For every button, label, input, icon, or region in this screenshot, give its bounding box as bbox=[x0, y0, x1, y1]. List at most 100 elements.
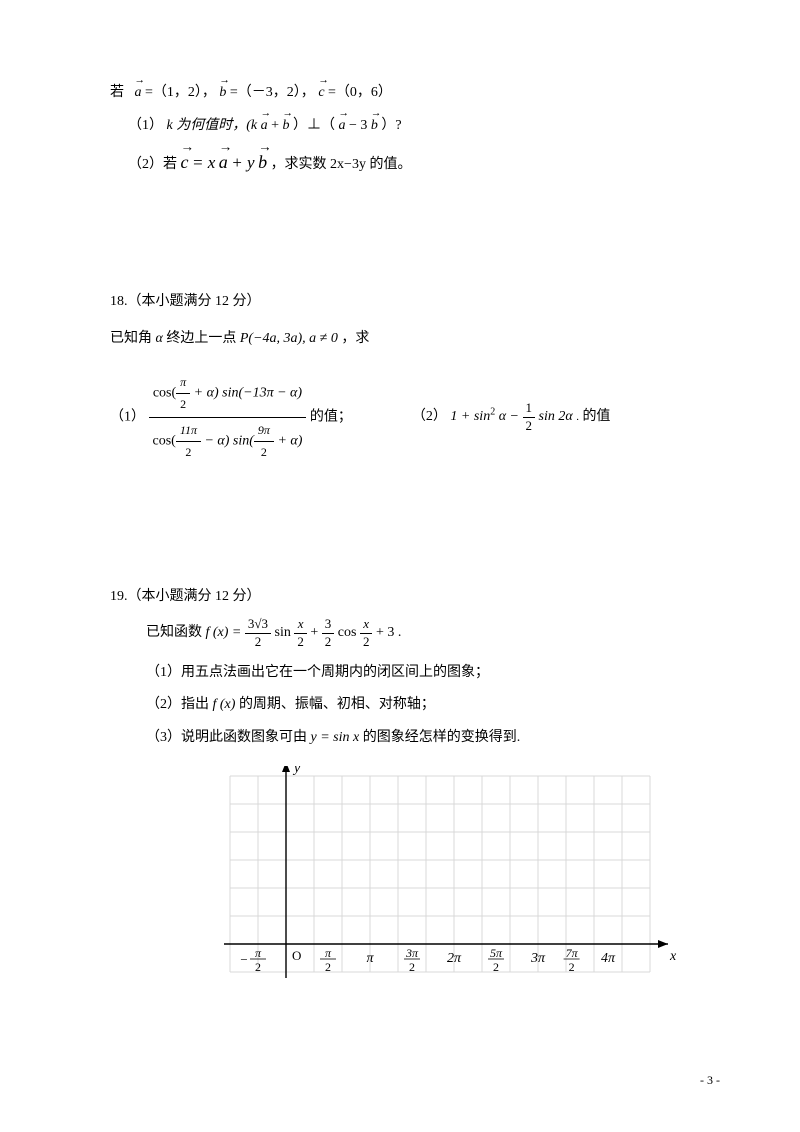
alpha: α bbox=[156, 331, 163, 346]
text: 若 bbox=[110, 85, 131, 100]
q19-p1: （1）用五点法画出它在一个周期内的闭区间上的图象； bbox=[146, 660, 720, 687]
n: 1 bbox=[523, 400, 536, 417]
d: 2 bbox=[322, 634, 335, 650]
d: 2 bbox=[245, 634, 271, 650]
svg-text:y: y bbox=[292, 766, 301, 776]
big-fraction: cos(π2 + α) sin(−13π − α) cos(11π2 − α) … bbox=[149, 371, 307, 464]
y: y = sin x bbox=[311, 730, 360, 745]
svg-text:3π: 3π bbox=[530, 951, 546, 966]
tail: + 3 . bbox=[376, 625, 401, 640]
text: k 为何值时，(k bbox=[167, 118, 258, 133]
q19-p3: （3）说明此函数图象可由 y = sin x 的图象经怎样的变换得到. bbox=[146, 725, 720, 752]
svg-text:3π: 3π bbox=[405, 946, 419, 960]
label: （2） bbox=[412, 409, 447, 424]
label: （2）若 bbox=[128, 157, 181, 172]
vec-a: a bbox=[135, 80, 142, 107]
grid-svg: yxO−π2π2π3π22π5π23π7π24π bbox=[220, 766, 698, 1030]
coordinate-grid: yxO−π2π2π3π22π5π23π7π24π bbox=[220, 766, 720, 1041]
t: （2）指出 bbox=[146, 697, 213, 712]
vec-c: c bbox=[318, 80, 324, 107]
sq: 2 bbox=[490, 407, 495, 418]
text: = x bbox=[192, 153, 215, 172]
svg-text:π: π bbox=[325, 946, 332, 960]
tail: 的值； bbox=[310, 409, 352, 424]
fx: f (x) = bbox=[206, 625, 245, 640]
pi: π bbox=[176, 373, 190, 394]
fx: f (x) bbox=[213, 697, 236, 712]
t: 1 + sin bbox=[450, 409, 490, 424]
q18-heading: 18.（本小题满分 12 分） bbox=[110, 289, 720, 316]
text: 已知函数 bbox=[146, 625, 206, 640]
text: 已知角 bbox=[110, 331, 156, 346]
t: + α) sin(−13π − α) bbox=[190, 385, 302, 400]
svg-text:2: 2 bbox=[409, 960, 415, 974]
text: ）? bbox=[381, 118, 401, 133]
t: （3）说明此函数图象可由 bbox=[146, 730, 311, 745]
svg-text:5π: 5π bbox=[490, 946, 503, 960]
svg-text:−: − bbox=[240, 952, 247, 967]
t: 的周期、振幅、初相、对称轴； bbox=[239, 697, 435, 712]
two: 2 bbox=[176, 394, 190, 414]
t: α − bbox=[499, 409, 523, 424]
svg-text:2: 2 bbox=[255, 960, 261, 974]
q17-part2: （2）若 c = x a + y b ，求实数 2x−3y 的值。 bbox=[128, 145, 720, 179]
text: ）⊥（ bbox=[293, 118, 335, 133]
svg-text:O: O bbox=[292, 948, 301, 963]
t: cos( bbox=[153, 433, 176, 448]
svg-text:4π: 4π bbox=[601, 951, 616, 966]
point: P(−4a, 3a), a ≠ 0 bbox=[240, 331, 338, 346]
vec-b: b bbox=[219, 80, 226, 107]
svg-text:2π: 2π bbox=[447, 951, 462, 966]
vec-a: a bbox=[219, 145, 228, 179]
text: − 3 bbox=[349, 118, 367, 133]
d: 2 bbox=[294, 634, 307, 650]
heading-text: 18.（本小题满分 12 分） bbox=[110, 294, 261, 309]
two: 2 bbox=[176, 442, 201, 462]
page-number: - 3 - bbox=[700, 1069, 720, 1092]
d: 2 bbox=[523, 418, 536, 434]
pi: 11π bbox=[176, 421, 201, 442]
text: =（0，6） bbox=[328, 85, 392, 100]
d: 2 bbox=[360, 634, 373, 650]
plus: + bbox=[310, 625, 321, 640]
svg-text:π: π bbox=[255, 946, 262, 960]
label: （1） bbox=[110, 409, 145, 424]
n: x bbox=[360, 616, 373, 633]
n: 3√3 bbox=[245, 616, 271, 633]
q18-part2: （2） 1 + sin2 α − 12 sin 2α . 的值 bbox=[412, 400, 611, 434]
vec-b: b bbox=[371, 113, 378, 140]
t: sin 2α bbox=[539, 409, 573, 424]
vec-a: a bbox=[339, 113, 346, 140]
q19-p2: （2）指出 f (x) 的周期、振幅、初相、对称轴； bbox=[146, 692, 720, 719]
cos: cos bbox=[338, 625, 360, 640]
page: 若 a =（1，2）， b =（－3，2）， c =（0，6） （1） k 为何… bbox=[0, 0, 800, 1132]
svg-text:x: x bbox=[669, 949, 677, 964]
vec-b: b bbox=[258, 145, 267, 179]
sin: sin bbox=[275, 625, 295, 640]
two: 2 bbox=[254, 442, 274, 462]
t: cos( bbox=[153, 385, 176, 400]
text: ，求实数 2x−3y 的值。 bbox=[271, 157, 412, 172]
t: 的图象经怎样的变换得到. bbox=[363, 730, 521, 745]
text: + y bbox=[231, 153, 254, 172]
svg-text:2: 2 bbox=[325, 960, 331, 974]
svg-text:2: 2 bbox=[493, 960, 499, 974]
text: 终边上一点 bbox=[166, 331, 240, 346]
text: + bbox=[271, 118, 282, 133]
q19-given: 已知函数 f (x) = 3√32 sin x2 + 32 cos x2 + 3… bbox=[146, 616, 720, 650]
tail: 的值 bbox=[579, 409, 611, 424]
q17-part1: （1） k 为何值时，(k a + b ）⊥（ a − 3 b ）? bbox=[128, 113, 720, 140]
q17-given: 若 a =（1，2）， b =（－3，2）， c =（0，6） bbox=[110, 80, 720, 107]
t: + α) bbox=[274, 433, 302, 448]
text: =（－3，2）， bbox=[230, 85, 315, 100]
pi: 9π bbox=[254, 421, 274, 442]
q18-part1: （1） cos(π2 + α) sin(−13π − α) cos(11π2 −… bbox=[110, 371, 352, 464]
t: − α) sin( bbox=[201, 433, 254, 448]
text: ，求 bbox=[341, 331, 369, 346]
q18-given: 已知角 α 终边上一点 P(−4a, 3a), a ≠ 0 ，求 bbox=[110, 326, 720, 353]
n: x bbox=[294, 616, 307, 633]
label: （1） bbox=[128, 118, 163, 133]
q19-heading: 19.（本小题满分 12 分） bbox=[110, 584, 720, 611]
vec-c: c bbox=[181, 145, 189, 179]
q18-parts: （1） cos(π2 + α) sin(−13π − α) cos(11π2 −… bbox=[110, 371, 720, 464]
